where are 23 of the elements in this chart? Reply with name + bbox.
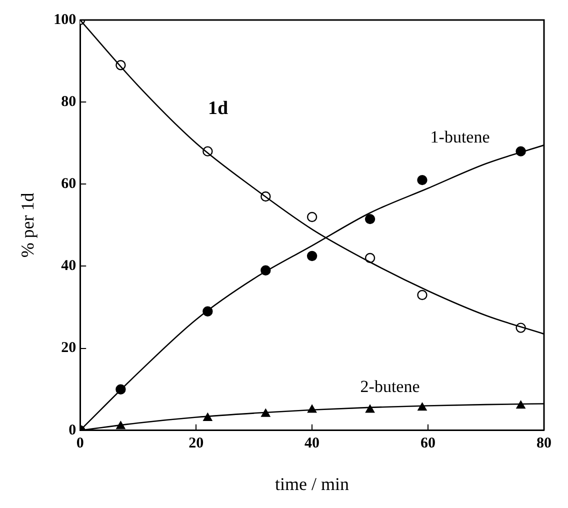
point bbox=[417, 290, 428, 300]
y-tick-label: 60 bbox=[61, 176, 76, 192]
point bbox=[364, 214, 376, 224]
y-tick-label: 40 bbox=[61, 258, 76, 274]
series-label: 2-butene bbox=[360, 376, 420, 396]
point bbox=[306, 212, 318, 222]
x-tick-label: 60 bbox=[420, 435, 436, 452]
point bbox=[516, 400, 526, 409]
point bbox=[417, 174, 428, 186]
y-tick-label: 20 bbox=[61, 340, 76, 356]
x-tick-label: 20 bbox=[188, 435, 204, 452]
y-tick-label: 100 bbox=[54, 12, 76, 28]
series-label: 1-butene bbox=[430, 128, 490, 147]
series-label: 1d bbox=[208, 98, 229, 120]
y-tick-label: 80 bbox=[61, 94, 76, 110]
y-axis-title: % per 1d bbox=[18, 192, 38, 258]
point bbox=[306, 250, 318, 262]
x-tick-label: 40 bbox=[304, 435, 320, 452]
x-tick-label: 80 bbox=[536, 435, 552, 452]
point bbox=[261, 408, 270, 417]
y-tick-label: 0 bbox=[68, 422, 76, 438]
point bbox=[203, 412, 212, 421]
x-axis-title: time / min bbox=[275, 474, 350, 494]
